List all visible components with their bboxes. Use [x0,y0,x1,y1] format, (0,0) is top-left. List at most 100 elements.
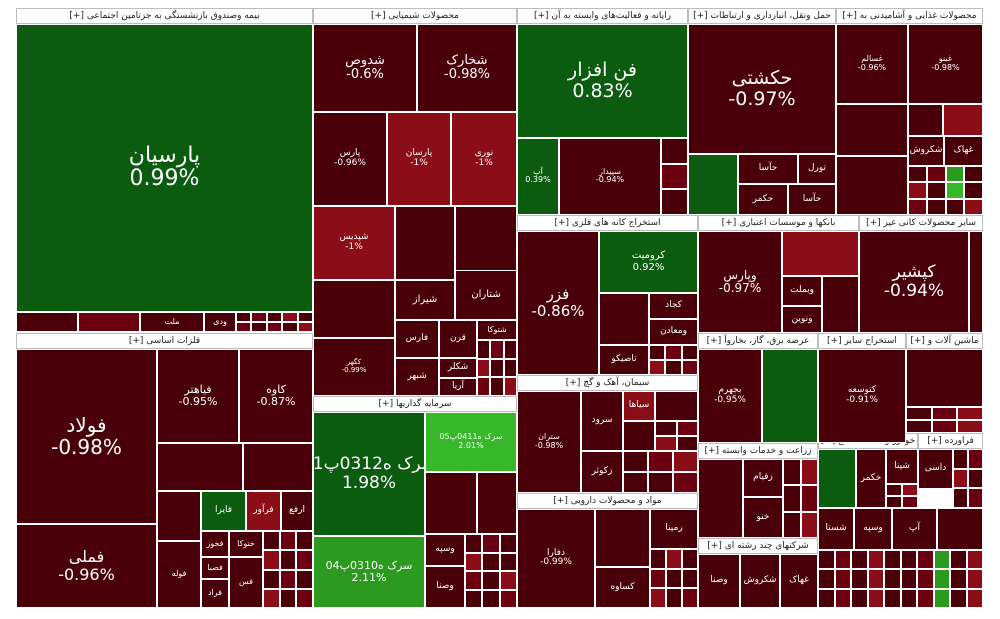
stock-tile[interactable] [968,449,983,469]
stock-tile[interactable] [953,468,968,489]
stock-tile[interactable] [623,472,648,493]
stock-tile[interactable] [649,345,666,360]
stock-tile[interactable]: شتوکا [477,320,517,340]
stock-tile[interactable] [822,276,859,333]
stock-tile[interactable]: غسالم -0.96% [836,24,908,104]
sector-header[interactable]: بیمه وصندوق بازنشستگی به جزتامین اجتماعی… [16,8,313,24]
stock-tile[interactable] [818,550,835,570]
stock-tile[interactable]: کاوه -0.87% [239,349,313,443]
stock-tile[interactable] [917,569,934,589]
stock-tile[interactable] [648,451,673,472]
stock-tile[interactable]: پارسیان 0.99% [16,24,313,312]
stock-tile[interactable] [834,569,851,589]
stock-tile[interactable]: زقیام [743,459,783,497]
stock-tile[interactable]: ختوکا [229,531,263,557]
stock-tile[interactable] [499,571,517,590]
stock-tile[interactable] [698,459,743,538]
stock-tile[interactable]: شستا [818,508,854,550]
stock-tile[interactable] [836,156,908,215]
sector-header[interactable]: سیمان، آهک و گچ [+] [517,375,698,391]
stock-tile[interactable] [503,377,517,396]
stock-tile[interactable] [490,340,504,359]
stock-tile[interactable] [818,569,835,589]
stock-tile[interactable] [957,407,983,420]
stock-tile[interactable] [263,569,280,589]
stock-tile[interactable] [282,322,298,332]
stock-tile[interactable] [926,182,946,199]
stock-tile[interactable] [477,340,491,359]
stock-tile[interactable] [682,568,698,589]
stock-tile[interactable] [783,459,801,486]
stock-tile[interactable] [665,345,682,360]
stock-tile[interactable] [279,588,297,608]
stock-tile[interactable] [966,550,983,570]
stock-tile[interactable] [650,568,666,589]
stock-tile[interactable] [279,569,297,589]
stock-tile[interactable] [945,166,965,183]
stock-tile[interactable] [933,569,950,589]
stock-tile[interactable] [482,552,500,571]
stock-tile[interactable] [673,472,698,493]
stock-tile[interactable]: فخوز [201,531,229,557]
stock-tile[interactable] [968,468,983,489]
stock-tile[interactable] [933,550,950,570]
stock-tile[interactable] [783,511,801,538]
stock-tile[interactable] [884,550,901,570]
sector-header[interactable]: سرمایه گذاریها [+] [313,396,517,412]
stock-tile[interactable]: خنو [743,497,783,538]
stock-tile[interactable] [263,550,280,570]
stock-tile[interactable] [499,534,517,553]
stock-tile[interactable] [676,436,698,451]
stock-tile[interactable] [599,293,649,345]
stock-tile[interactable]: پارسان -1% [387,112,451,206]
stock-tile[interactable]: سرک ه0411پ05 2.01% [425,412,517,472]
stock-tile[interactable]: قرن [439,320,477,358]
stock-tile[interactable] [649,360,666,375]
stock-tile[interactable] [676,421,698,436]
stock-tile[interactable] [266,312,283,322]
stock-tile[interactable] [251,322,267,332]
stock-tile[interactable] [886,484,902,496]
stock-tile[interactable] [950,588,967,608]
stock-tile[interactable]: فولاد -0.98% [16,349,157,524]
stock-tile[interactable] [800,459,818,486]
stock-tile[interactable] [884,569,901,589]
stock-tile[interactable] [851,569,868,589]
stock-tile[interactable] [851,588,868,608]
sector-header[interactable]: عرضه برق، گاز، بخاروآ [+] [698,333,818,349]
stock-tile[interactable]: پارس -0.96% [313,112,387,206]
stock-tile[interactable] [279,550,297,570]
stock-tile[interactable] [937,508,983,550]
sector-header[interactable]: مواد و محصولات دارویی [+] [517,493,698,509]
stock-tile[interactable] [482,589,500,608]
stock-tile[interactable]: آپ 0.39% [517,138,559,215]
stock-tile[interactable]: فایرا [201,491,246,531]
sector-header[interactable]: فراورده [+] [918,433,983,449]
stock-tile[interactable] [296,531,313,551]
stock-tile[interactable]: کگهر -0.99% [313,338,395,396]
stock-tile[interactable] [477,377,491,396]
stock-tile[interactable]: دفارا -0.99% [517,509,595,608]
stock-tile[interactable] [465,552,483,571]
stock-tile[interactable] [490,377,504,396]
stock-tile[interactable] [886,496,902,508]
stock-tile[interactable]: سرک ه0312پ011.98% [313,412,425,536]
stock-tile[interactable] [917,588,934,608]
stock-tile[interactable] [968,488,983,508]
stock-tile[interactable] [655,436,677,451]
stock-tile[interactable] [78,312,140,332]
stock-tile[interactable]: غهاک [780,554,818,608]
stock-tile[interactable] [906,407,932,420]
stock-tile[interactable] [661,138,688,164]
sector-header[interactable]: محصولات شیمیایی [+] [313,8,517,24]
stock-tile[interactable]: شتاران [455,270,517,320]
stock-tile[interactable] [648,472,673,493]
stock-tile[interactable] [818,449,856,508]
stock-tile[interactable] [465,534,483,553]
stock-tile[interactable]: حآسا [738,154,798,184]
stock-tile[interactable] [236,312,252,322]
stock-tile[interactable] [595,509,650,567]
stock-tile[interactable] [682,588,698,608]
stock-tile[interactable] [900,550,917,570]
stock-tile[interactable]: وسپه [854,508,892,550]
